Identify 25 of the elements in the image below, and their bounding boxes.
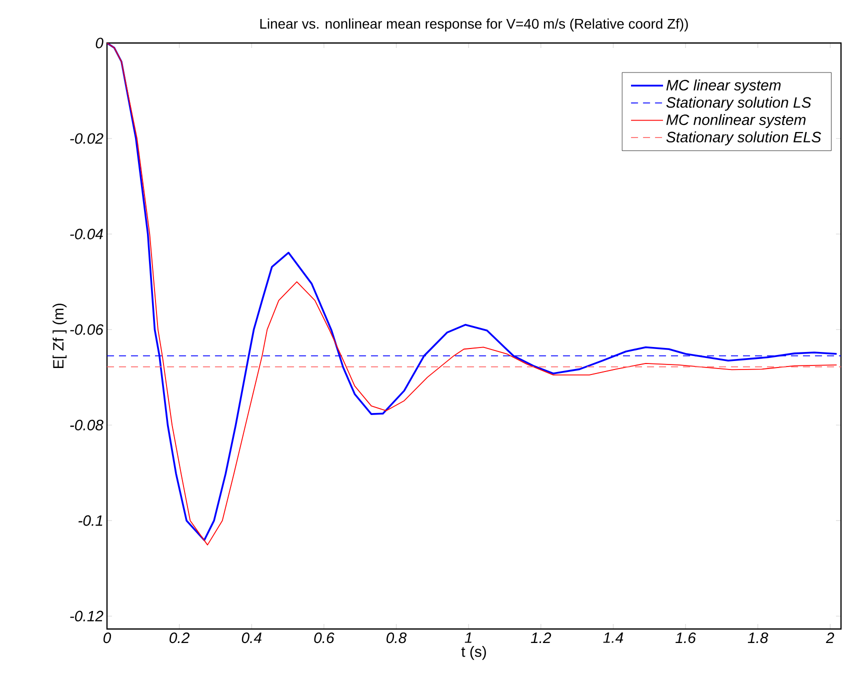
x-tick-label: 0.2 (170, 632, 190, 644)
x-tick-label: 2 (826, 632, 834, 643)
x-tick-label: 0.8 (386, 632, 407, 644)
x-tick-label: 1 (464, 632, 472, 643)
y-tick-label: -0.1 (78, 515, 102, 526)
x-tick-label: 1.4 (603, 632, 624, 643)
y-tick-label: -0.04 (70, 228, 103, 240)
x-axis-title: t (s) (461, 646, 486, 660)
legend-label: MC nonlinear system (666, 114, 806, 128)
y-tick-label: 0 (96, 38, 104, 48)
x-tick-label: 0.4 (242, 632, 262, 644)
y-axis-title: E[ Zf ] (m) (52, 304, 67, 368)
legend-label: MC linear system (666, 79, 781, 94)
x-tick-label: 1.8 (748, 632, 768, 644)
x-tick-label: 1.6 (676, 632, 696, 644)
legend-label: Stationary solution ELS (666, 131, 822, 146)
y-tick-label: -0.02 (70, 133, 104, 144)
legend-label: Stationary solution LS (666, 96, 812, 111)
x-tick-label: 1.2 (530, 632, 552, 643)
y-tick-label: -0.08 (70, 420, 104, 430)
x-tick-label: 0.6 (314, 632, 334, 644)
chart-title: Linear vs. nonlinear mean response for V=40 m/s (Relative coord Zf)) (260, 18, 688, 32)
y-tick-label: -0.12 (70, 610, 104, 622)
y-tick-label: -0.06 (70, 324, 104, 335)
x-tick-label: 0 (104, 632, 112, 644)
